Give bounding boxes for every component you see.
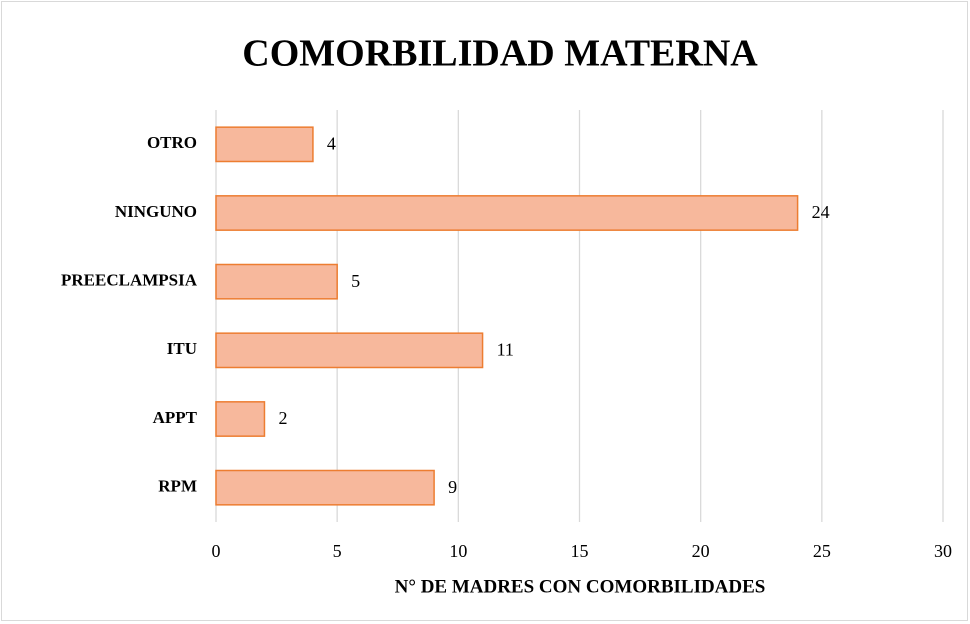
bar: [215, 263, 338, 300]
y-tick-label: PREECLAMPSIA: [61, 271, 198, 290]
chart-title: COMORBILIDAD MATERNA: [242, 33, 758, 75]
x-tick-label: 15: [571, 541, 589, 561]
x-tick-label: 20: [692, 541, 710, 561]
data-label: 24: [812, 202, 830, 222]
data-label: 11: [497, 339, 514, 359]
y-tick-label: RPM: [158, 477, 197, 496]
x-tick-label: 5: [333, 541, 342, 561]
bar: [215, 332, 484, 369]
x-tick-label: 30: [934, 541, 952, 561]
y-tick-label: ITU: [167, 339, 197, 358]
data-label: 2: [278, 408, 287, 428]
bar: [215, 195, 799, 231]
data-label: 4: [327, 133, 336, 153]
x-tick-label: 25: [813, 541, 831, 561]
y-tick-label: APPT: [153, 408, 198, 427]
bar: [215, 126, 314, 163]
y-tick-label: NINGUNO: [115, 202, 197, 221]
x-tick-label: 0: [212, 541, 221, 561]
bar: [215, 469, 435, 506]
x-tick-label: 10: [449, 541, 467, 561]
data-label: 5: [351, 271, 360, 291]
y-tick-label: OTRO: [147, 133, 197, 152]
data-label: 9: [448, 477, 457, 497]
bar: [215, 401, 266, 437]
x-axis-title: N° DE MADRES CON COMORBILIDADES: [395, 576, 766, 597]
